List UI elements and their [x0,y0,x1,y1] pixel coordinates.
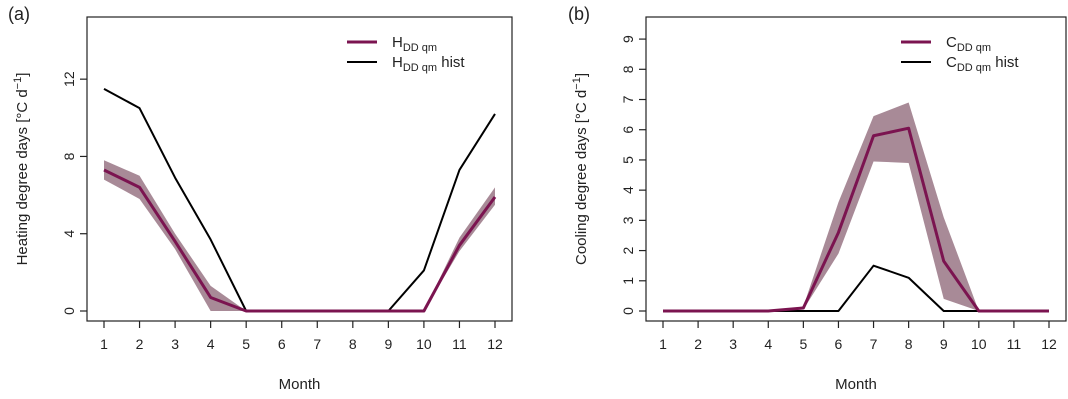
x-tick-label: 1 [659,336,667,352]
series-line-qm [103,168,497,313]
x-tick-label: 5 [799,336,807,352]
plot-frame [645,16,1067,322]
y-axis-label: Cooling degree days [°C d−1] [571,73,590,265]
legend-label: HDD qm hist [392,54,465,74]
panel-label: (a) [8,4,30,24]
x-tick-label: 4 [764,336,772,352]
x-tick-label: 5 [242,336,250,352]
x-tick-label: 7 [313,336,321,352]
x-tick-label: 1 [100,336,108,352]
uncertainty-band [663,102,1049,311]
x-tick-label: 11 [1007,336,1022,352]
panel-label: (b) [568,4,590,24]
y-tick-label: 5 [620,156,636,164]
x-tick-label: 6 [835,336,843,352]
x-tick-label: 3 [171,336,179,352]
legend-label: CDD qm hist [946,54,1019,74]
y-tick-label: 7 [620,95,636,103]
uncertainty-band [104,160,495,311]
y-tick-label: 12 [61,71,77,87]
series-line-qm [663,126,1049,313]
x-axis-label: Month [279,376,321,393]
y-tick-label: 9 [620,35,636,43]
x-tick-label: 12 [487,336,503,352]
series-line-hist [103,87,496,312]
y-tick-label: 8 [61,152,77,160]
series-line-hist [663,264,1049,312]
y-tick-label: 2 [620,246,636,254]
x-tick-label: 3 [729,336,737,352]
y-tick-label: 0 [61,307,77,315]
x-tick-label: 2 [136,336,144,352]
y-tick-label: 1 [620,277,636,285]
y-tick-label: 4 [61,230,77,238]
x-tick-label: 7 [870,336,878,352]
y-tick-label: 4 [620,186,636,194]
y-tick-label: 3 [620,216,636,224]
x-tick-label: 2 [694,336,702,352]
x-tick-label: 8 [905,336,913,352]
x-tick-label: 10 [416,336,432,352]
y-tick-label: 6 [620,126,636,134]
x-tick-label: 8 [349,336,357,352]
legend-label: HDD qm [392,34,437,54]
x-tick-label: 10 [971,336,987,352]
y-axis-label: Heating degree days [°C d−1] [12,73,31,266]
x-axis-label: Month [835,376,877,393]
x-tick-label: 4 [207,336,215,352]
y-tick-label: 8 [620,65,636,73]
legend-label: CDD qm [946,34,991,54]
y-tick-label: 0 [620,307,636,315]
x-tick-label: 9 [384,336,392,352]
plot-frame [86,16,513,322]
x-tick-label: 12 [1041,336,1057,352]
x-tick-label: 9 [940,336,948,352]
x-tick-label: 6 [278,336,286,352]
x-tick-label: 11 [452,336,467,352]
